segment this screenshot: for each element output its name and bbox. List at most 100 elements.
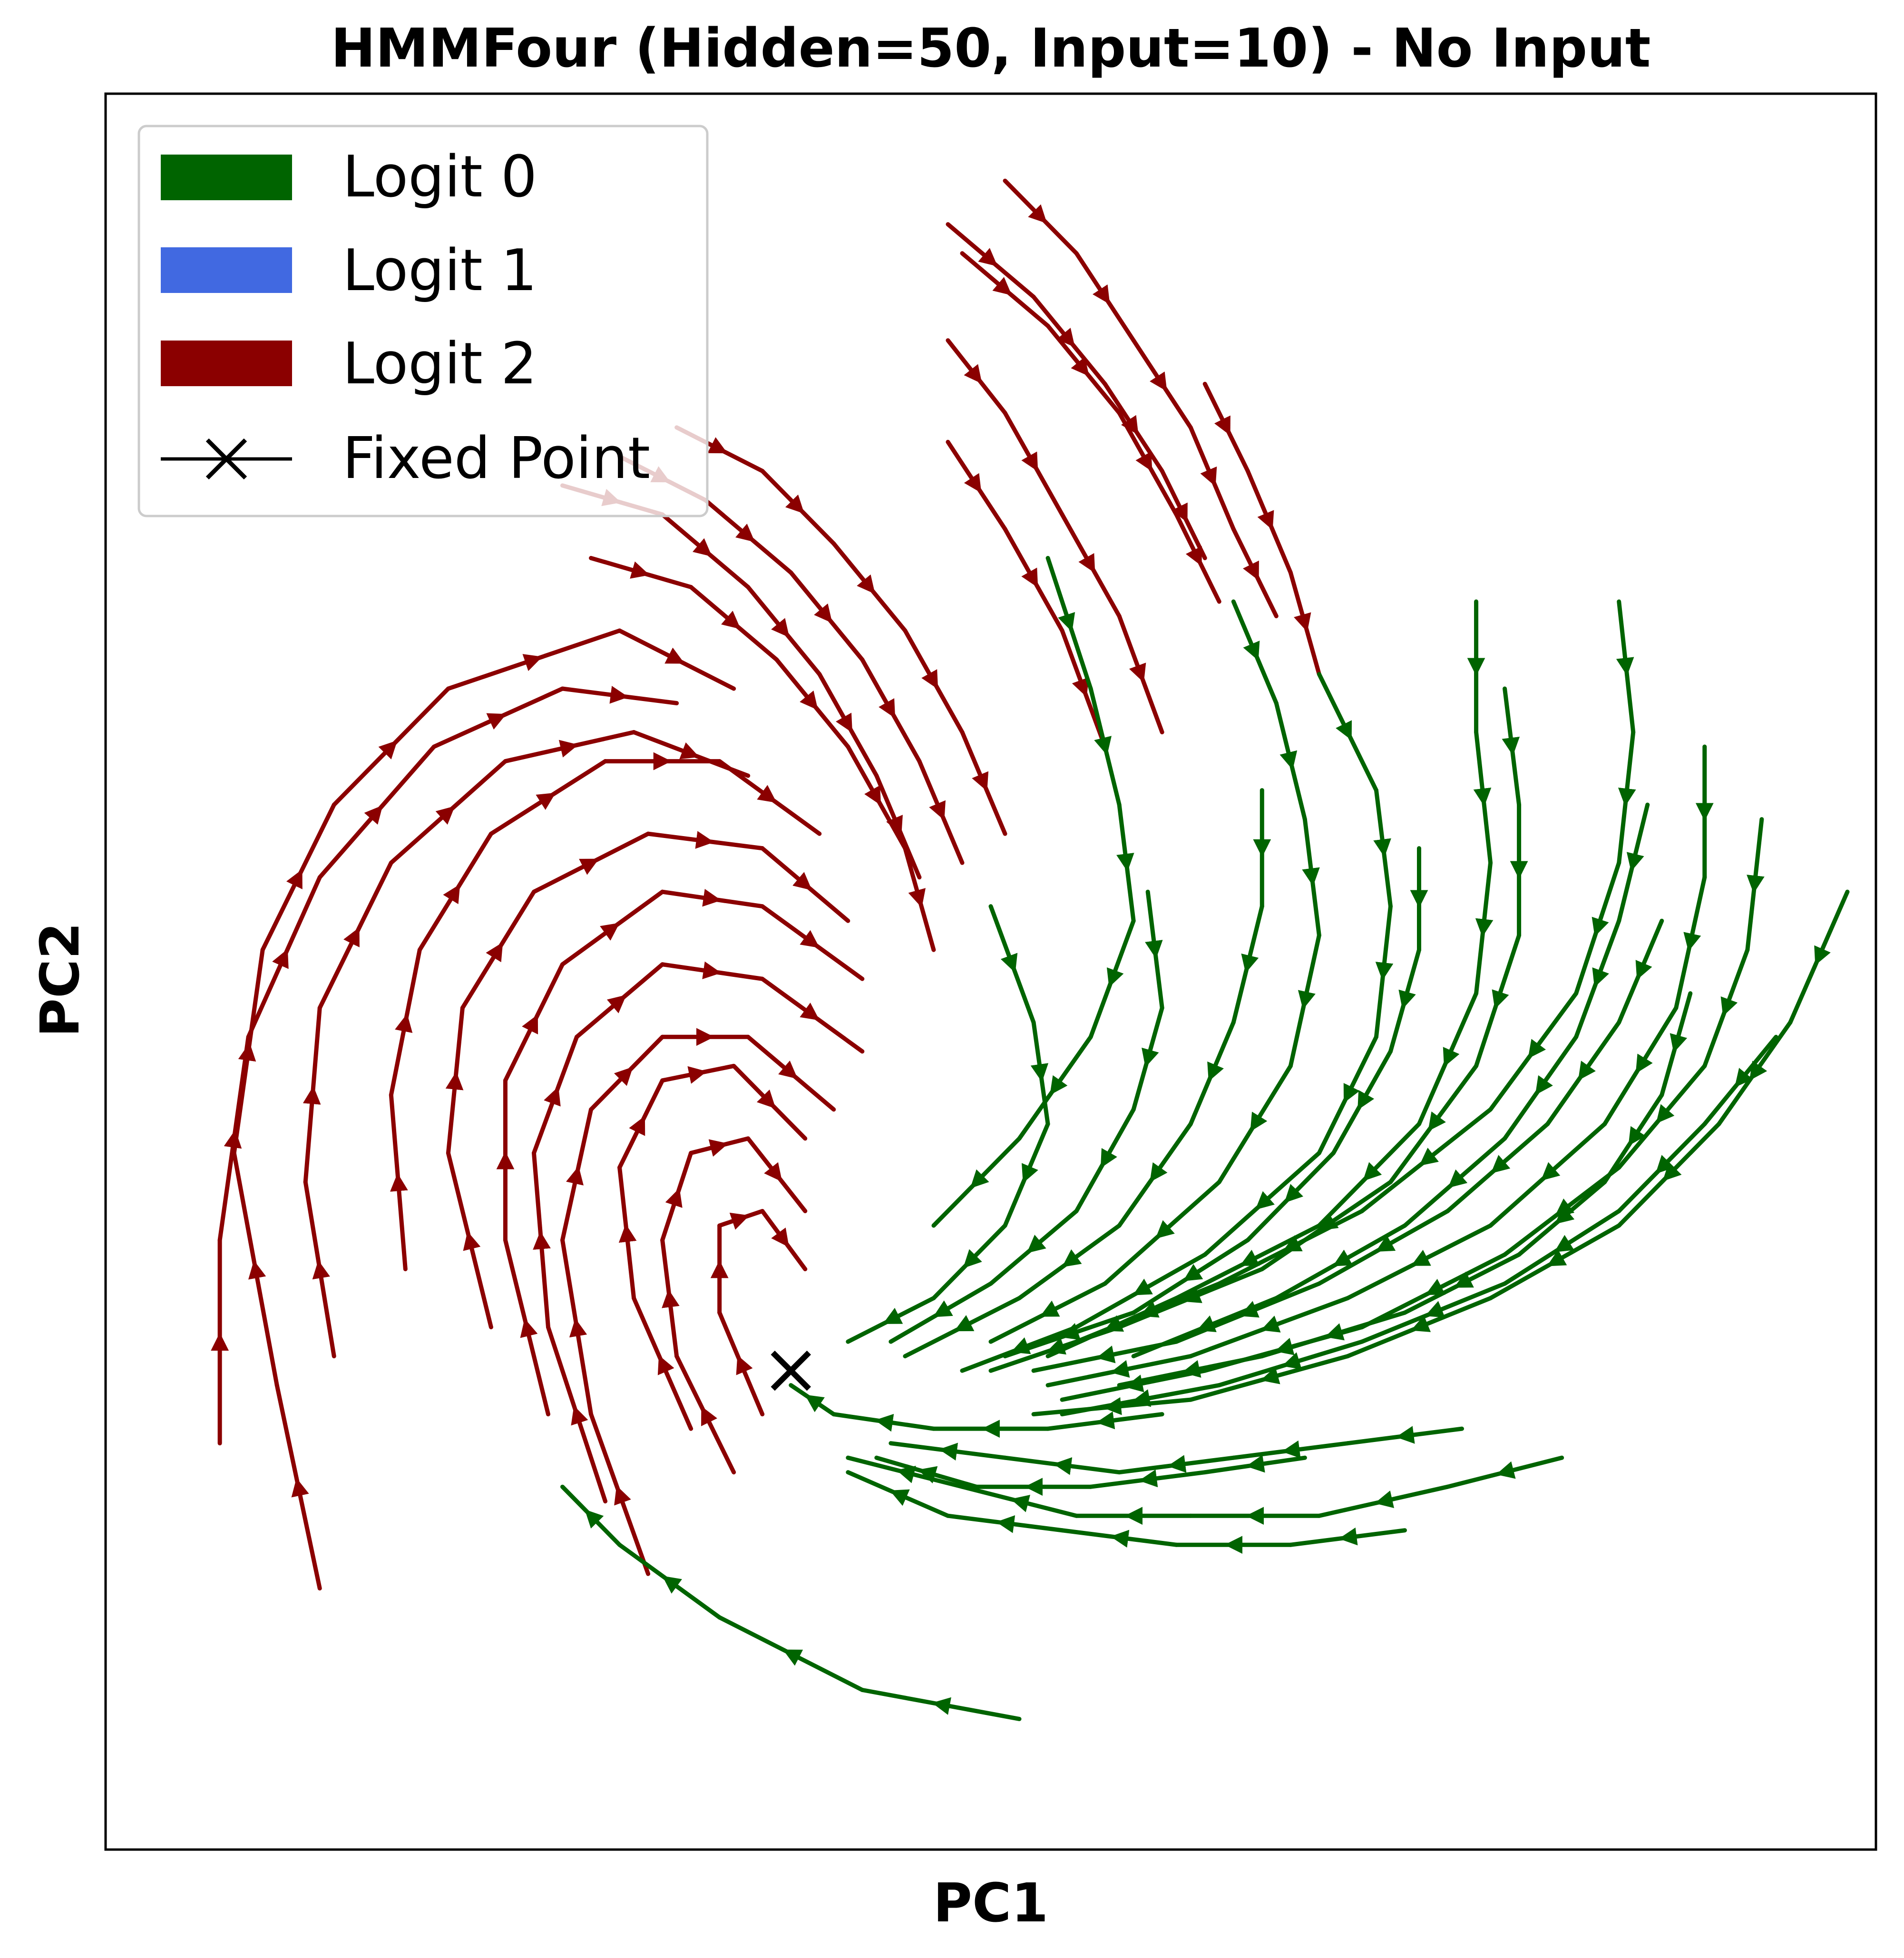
trajectory-9-segment-2-logit-2: [663, 1153, 691, 1240]
trajectory-5-segment-5-logit-2: [762, 906, 862, 979]
trajectory-11-segment-2-logit-2: [748, 587, 820, 674]
trajectory-35-segment-2-logit-0: [1076, 1110, 1133, 1211]
trajectory-0-segment-0-logit-2: [277, 1385, 320, 1588]
trajectory-27-segment-4-logit-0: [1347, 1226, 1490, 1298]
trajectory-12-segment-2-logit-2: [791, 573, 862, 660]
trajectory-22-segment-3-logit-0: [1290, 935, 1319, 1066]
trajectory-12-segment-3-logit-2: [862, 660, 919, 761]
trajectory-23-segment-0-logit-0: [1319, 674, 1376, 790]
trajectory-10-segment-2-logit-2: [720, 1211, 762, 1226]
trajectory-34-segment-2-logit-0: [1191, 1023, 1233, 1124]
trajectory-13-segment-4-logit-2: [962, 732, 1005, 834]
trajectory-17-segment-1-logit-2: [1048, 326, 1119, 413]
trajectory-25-segment-0-logit-0: [1505, 689, 1519, 805]
trajectory-3-segment-2-logit-2: [420, 834, 491, 950]
trajectory-40-segment-1-logit-0: [1233, 1443, 1347, 1458]
trajectory-0-segment-1-logit-2: [234, 1153, 277, 1385]
trajectory-21-segment-3-logit-0: [1091, 921, 1133, 1037]
trajectory-31-segment-2-logit-0: [1519, 1182, 1605, 1255]
trajectory-39-segment-1-logit-0: [1091, 1472, 1205, 1487]
trajectory-30-segment-2-logit-0: [1505, 1211, 1619, 1284]
trajectory-3-segment-1-logit-2: [391, 950, 420, 1095]
trajectory-35-segment-1-logit-0: [1133, 1008, 1162, 1110]
trajectory-34-segment-3-logit-0: [1119, 1124, 1191, 1226]
trajectory-12-segment-4-logit-2: [919, 761, 962, 863]
trajectory-28-segment-0-logit-0: [1748, 819, 1762, 950]
trajectory-13-segment-2-logit-2: [834, 544, 905, 631]
x-axis-label: PC1: [933, 1872, 1048, 1934]
trajectory-5-segment-3-logit-2: [563, 892, 663, 964]
trajectory-19-segment-0-logit-2: [948, 442, 1005, 529]
trajectory-20-segment-1-logit-2: [1248, 471, 1290, 573]
trajectory-4-segment-0-logit-2: [448, 1153, 491, 1327]
trajectory-6-segment-5-logit-2: [762, 979, 862, 1052]
trajectory-13-segment-1-logit-2: [762, 471, 834, 544]
trajectory-10-segment-3-logit-2: [762, 1211, 805, 1269]
trajectory-16-segment-1-logit-2: [1034, 297, 1105, 384]
trajectory-22-segment-6-logit-0: [991, 1284, 1105, 1342]
trajectory-0-segment-4-logit-2: [334, 689, 448, 805]
trajectory-34-segment-1-logit-0: [1233, 906, 1262, 1023]
trajectory-33-segment-1-logit-0: [1390, 950, 1419, 1052]
trajectory-40-segment-3-logit-0: [1005, 1458, 1119, 1472]
trajectory-36-segment-3-logit-0: [934, 1226, 1005, 1298]
trajectory-21-segment-5-logit-0: [934, 1139, 1019, 1226]
trajectory-16-segment-0-logit-2: [948, 224, 1034, 297]
trajectory-36-segment-0-logit-0: [991, 906, 1034, 1023]
trajectory-8-segment-1-logit-2: [620, 1168, 634, 1298]
trajectory-32-segment-2-logit-0: [1505, 1037, 1576, 1139]
trajectory-15-segment-2-logit-2: [1133, 341, 1191, 428]
trajectory-42-segment-0-logit-0: [1048, 1414, 1162, 1429]
trajectory-29-segment-3-logit-0: [1491, 1226, 1619, 1298]
trajectory-40-segment-0-logit-0: [1347, 1429, 1462, 1443]
trajectory-8-segment-3-logit-2: [663, 1066, 734, 1081]
trajectory-15-segment-3-logit-2: [1191, 428, 1233, 529]
trajectory-41-segment-0-logit-0: [862, 1690, 1019, 1719]
trajectory-37-segment-0-logit-0: [1448, 1458, 1562, 1487]
trajectory-5-segment-4-logit-2: [663, 892, 762, 906]
trajectory-33-segment-5-logit-0: [1005, 1313, 1133, 1356]
trajectory-28-segment-3-logit-0: [1505, 1168, 1619, 1255]
trajectory-41-segment-2-logit-0: [620, 1545, 720, 1617]
trajectory-37-segment-5-logit-0: [848, 1458, 962, 1487]
trajectory-2-segment-2-logit-2: [320, 863, 391, 1008]
trajectory-0-segment-6-logit-2: [620, 631, 734, 689]
trajectory-16-segment-2-logit-2: [1105, 384, 1162, 471]
trajectory-17-segment-3-logit-2: [1176, 515, 1219, 602]
trajectory-6-segment-2-logit-2: [534, 1037, 576, 1153]
trajectory-6-segment-3-logit-2: [577, 964, 663, 1037]
trajectory-17-segment-2-logit-2: [1119, 413, 1176, 515]
trajectory-22-segment-4-logit-0: [1219, 1066, 1290, 1182]
legend-label-logit-2: Logit 2: [342, 331, 537, 397]
trajectory-10-segment-0-logit-2: [720, 1313, 762, 1414]
trajectory-35-segment-3-logit-0: [991, 1211, 1076, 1284]
trajectory-0-segment-5-logit-2: [448, 631, 619, 689]
trajectory-9-segment-3-logit-2: [691, 1139, 748, 1153]
trajectory-14-segment-3-logit-2: [848, 747, 905, 848]
trajectory-35-segment-0-logit-0: [1148, 892, 1162, 1008]
trajectory-34-segment-4-logit-0: [1019, 1226, 1119, 1298]
trajectory-18-segment-0-logit-2: [948, 341, 1005, 413]
trajectory-27-segment-6-logit-0: [1048, 1356, 1191, 1385]
trajectory-42-segment-2-logit-0: [834, 1414, 934, 1429]
trajectory-24-segment-1-logit-0: [1476, 732, 1491, 863]
trajectory-38-segment-2-logit-0: [1062, 1530, 1176, 1545]
trajectory-27-segment-3-logit-0: [1491, 1124, 1605, 1226]
trajectory-38-segment-3-logit-0: [948, 1516, 1062, 1530]
trajectory-26-segment-0-logit-0: [1619, 602, 1633, 732]
trajectory-29-segment-5-logit-0: [1191, 1356, 1347, 1400]
trajectory-21-segment-1-logit-0: [1091, 689, 1119, 805]
trajectory-34-segment-5-logit-0: [905, 1298, 1019, 1356]
trajectory-20-segment-2-logit-2: [1290, 573, 1319, 674]
trajectory-29-segment-0-logit-0: [1790, 892, 1847, 1023]
trajectory-22-segment-0-logit-0: [1233, 602, 1276, 703]
trajectory-37-segment-4-logit-0: [962, 1487, 1076, 1516]
trajectory-3-segment-0-logit-2: [391, 1095, 405, 1269]
trajectory-14-segment-1-logit-2: [691, 587, 777, 660]
trajectory-18-segment-2-logit-2: [1062, 515, 1119, 616]
trajectory-16-segment-3-logit-2: [1162, 471, 1205, 558]
trajectory-37-segment-1-logit-0: [1319, 1487, 1447, 1516]
legend-swatch-logit-2: [161, 341, 292, 386]
trajectory-7-segment-5-logit-2: [748, 1037, 834, 1110]
